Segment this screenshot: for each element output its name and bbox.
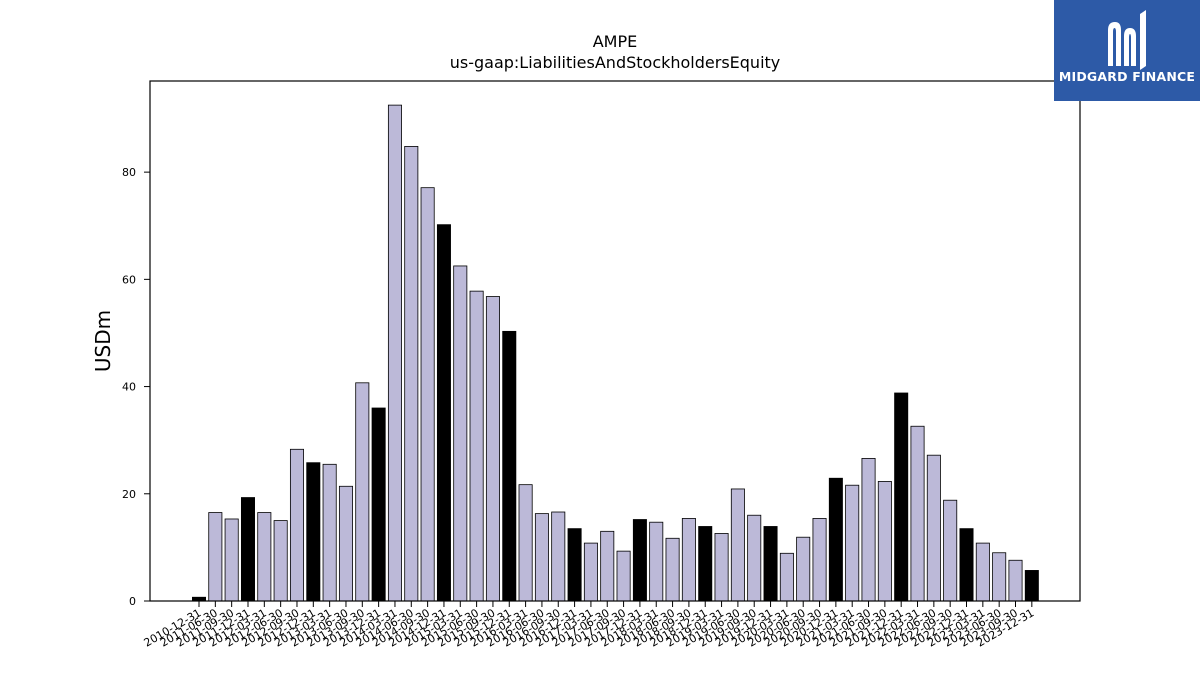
brand-logo-text: MIDGARD FINANCE (1058, 69, 1196, 84)
x-axis: 2010-12-312011-06-302011-09-302011-12-31… (142, 601, 1036, 650)
bar (534, 513, 549, 602)
bar (583, 542, 598, 602)
bar (861, 457, 876, 602)
bar (730, 488, 745, 602)
bar (371, 407, 386, 602)
bar (894, 392, 909, 602)
bar (992, 552, 1007, 602)
bar (1024, 570, 1039, 602)
bar (910, 425, 925, 602)
bar (322, 463, 337, 602)
bar (551, 511, 566, 602)
bar (698, 526, 713, 602)
bar (404, 145, 419, 602)
bar (257, 512, 272, 602)
bars-group (191, 104, 1039, 602)
bar (943, 499, 958, 602)
y-axis-label: USDm (91, 310, 115, 372)
plot-frame (149, 80, 1081, 602)
bar (681, 518, 696, 602)
bar (518, 484, 533, 602)
bar (1008, 559, 1023, 602)
y-tick-label: 20 (122, 488, 136, 501)
bar (649, 521, 664, 602)
bar (616, 550, 631, 602)
y-tick-label: 60 (122, 273, 136, 286)
bar (632, 519, 647, 602)
bar (567, 528, 582, 602)
y-tick-label: 0 (129, 595, 136, 608)
chart-title: AMPE (592, 32, 638, 51)
bar (763, 526, 778, 602)
bar (240, 497, 255, 602)
bar (926, 454, 941, 602)
bar (387, 104, 402, 602)
y-axis: 0 20 40 60 80 (122, 166, 150, 608)
bar (420, 187, 435, 602)
bar (208, 512, 223, 602)
bar (355, 382, 370, 602)
bar (469, 290, 484, 602)
bar (975, 542, 990, 602)
midgard-m-logo-icon (1108, 10, 1146, 70)
bar (828, 477, 843, 602)
bar (338, 485, 353, 602)
bar (485, 296, 500, 602)
bar (747, 514, 762, 602)
bar (877, 481, 892, 602)
bar (812, 518, 827, 602)
bar (289, 448, 304, 602)
bar (959, 528, 974, 602)
bar (436, 224, 451, 602)
bar (796, 536, 811, 602)
y-tick-label: 80 (122, 166, 136, 179)
bar (453, 265, 468, 602)
bar (273, 520, 288, 602)
chart-subtitle: us-gaap:LiabilitiesAndStockholdersEquity (449, 53, 781, 72)
brand-logo: MIDGARD FINANCE (1054, 0, 1200, 101)
bar (600, 530, 615, 602)
bar (714, 533, 729, 602)
bar (665, 537, 680, 602)
bar (306, 462, 321, 602)
bar (845, 484, 860, 602)
bar (502, 330, 517, 602)
y-tick-label: 40 (122, 381, 136, 394)
bar (224, 518, 239, 602)
bar (779, 552, 794, 602)
